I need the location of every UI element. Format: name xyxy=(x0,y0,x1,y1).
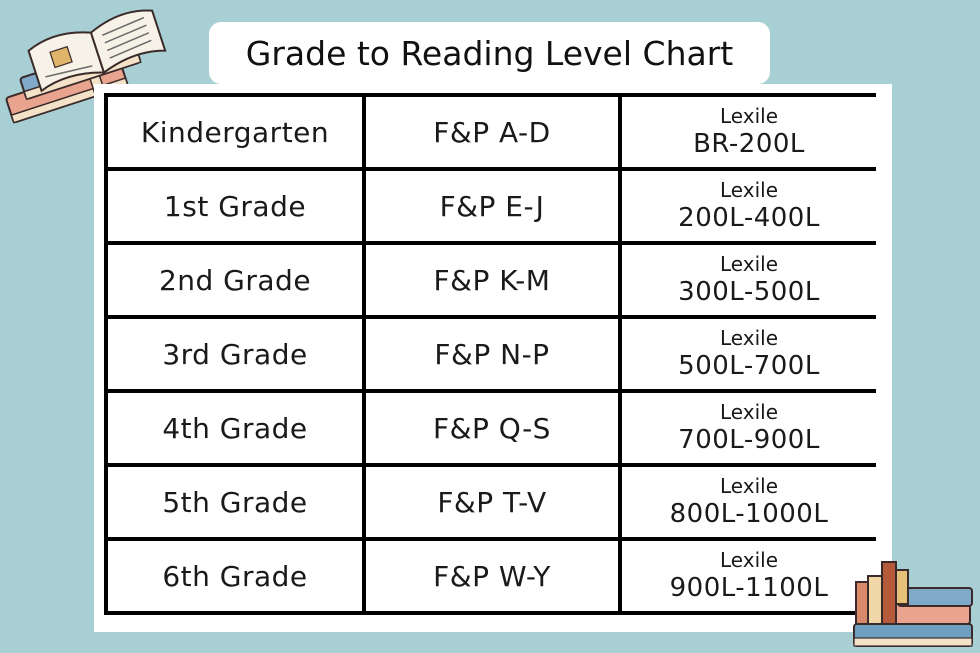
lexile-label: Lexile xyxy=(720,326,778,350)
grade-cell: 2nd Grade xyxy=(108,245,362,315)
lexile-cell: Lexile BR-200L xyxy=(622,97,876,167)
lexile-label: Lexile xyxy=(720,400,778,424)
grade-cell: 5th Grade xyxy=(108,467,362,537)
lexile-range: BR-200L xyxy=(693,129,805,159)
fp-level-cell: F&P A-D xyxy=(366,97,618,167)
lexile-range: 900L-1100L xyxy=(669,573,829,603)
open-book-stack-icon xyxy=(5,9,167,124)
lexile-label: Lexile xyxy=(720,104,778,128)
grade-cell: 6th Grade xyxy=(108,541,362,611)
fp-level-cell: F&P K-M xyxy=(366,245,618,315)
lexile-range: 300L-500L xyxy=(678,277,820,307)
lexile-label: Lexile xyxy=(720,178,778,202)
lexile-label: Lexile xyxy=(720,548,778,572)
fp-level-cell: F&P E-J xyxy=(366,171,618,241)
lexile-range: 700L-900L xyxy=(678,425,820,455)
book-stack-icon xyxy=(853,561,973,647)
lexile-cell: Lexile 900L-1100L xyxy=(622,541,876,611)
fp-level-cell: F&P N-P xyxy=(366,319,618,389)
lexile-cell: Lexile 800L-1000L xyxy=(622,467,876,537)
lexile-cell: Lexile 500L-700L xyxy=(622,319,876,389)
reading-level-table: Kindergarten F&P A-D Lexile BR-200L 1st … xyxy=(104,93,876,615)
page-title: Grade to Reading Level Chart xyxy=(209,22,770,84)
lexile-label: Lexile xyxy=(720,252,778,276)
lexile-cell: Lexile 300L-500L xyxy=(622,245,876,315)
lexile-cell: Lexile 200L-400L xyxy=(622,171,876,241)
fp-level-cell: F&P W-Y xyxy=(366,541,618,611)
fp-level-cell: F&P T-V xyxy=(366,467,618,537)
lexile-cell: Lexile 700L-900L xyxy=(622,393,876,463)
grade-cell: 4th Grade xyxy=(108,393,362,463)
grade-cell: 1st Grade xyxy=(108,171,362,241)
fp-level-cell: F&P Q-S xyxy=(366,393,618,463)
grade-cell: 3rd Grade xyxy=(108,319,362,389)
lexile-range: 500L-700L xyxy=(678,351,820,381)
lexile-label: Lexile xyxy=(720,474,778,498)
lexile-range: 800L-1000L xyxy=(669,499,829,529)
lexile-range: 200L-400L xyxy=(678,203,820,233)
grade-cell: Kindergarten xyxy=(108,97,362,167)
